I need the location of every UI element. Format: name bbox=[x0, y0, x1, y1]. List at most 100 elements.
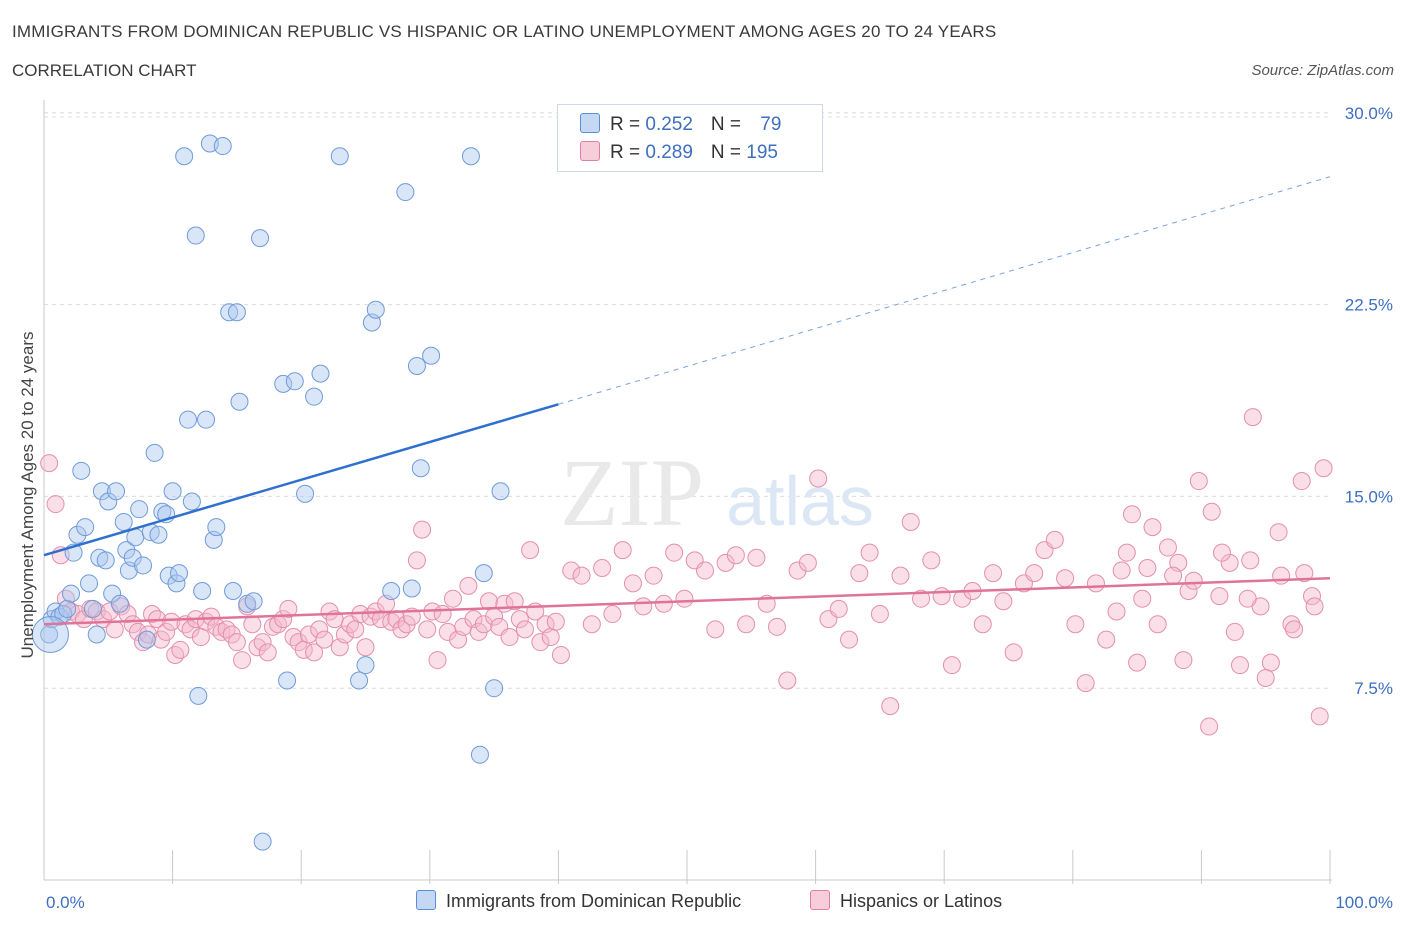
point-hispanic bbox=[171, 640, 190, 659]
point-dominican bbox=[350, 671, 369, 690]
point-hispanic bbox=[118, 605, 137, 624]
point-hispanic bbox=[891, 566, 910, 585]
point-hispanic bbox=[1045, 530, 1064, 549]
point-hispanic bbox=[1025, 564, 1044, 583]
point-hispanic bbox=[418, 620, 437, 639]
point-hispanic bbox=[521, 541, 540, 560]
legend-swatch-hispanic bbox=[580, 141, 600, 161]
point-dominican bbox=[197, 410, 216, 429]
point-hispanic bbox=[737, 615, 756, 634]
point-hispanic bbox=[798, 553, 817, 572]
point-dominican bbox=[40, 625, 59, 644]
point-hispanic bbox=[181, 620, 200, 639]
point-hispanic bbox=[515, 620, 534, 639]
point-hispanic bbox=[253, 633, 272, 652]
point-hispanic bbox=[593, 559, 612, 577]
point-dominican bbox=[134, 556, 153, 575]
trend-line-dominican bbox=[43, 403, 559, 557]
point-hispanic bbox=[1295, 564, 1314, 583]
point-hispanic bbox=[233, 651, 252, 670]
legend-row-hispanic: R = 0.289 N = 195 bbox=[580, 141, 778, 165]
point-dominican bbox=[485, 679, 504, 698]
point-hispanic bbox=[829, 599, 848, 618]
watermark-atlas: atlas bbox=[726, 462, 874, 540]
point-dominican bbox=[220, 303, 239, 322]
point-hispanic bbox=[310, 620, 329, 639]
point-hispanic bbox=[279, 599, 298, 618]
point-hispanic bbox=[1284, 620, 1303, 639]
point-hispanic bbox=[1243, 408, 1262, 427]
chart-subtitle: CORRELATION CHART bbox=[12, 61, 197, 80]
point-dominican bbox=[92, 482, 111, 501]
point-hispanic bbox=[191, 628, 210, 647]
point-hispanic bbox=[860, 543, 879, 562]
point-dominican bbox=[207, 518, 226, 537]
point-hispanic bbox=[1238, 589, 1257, 608]
tick-labels: 7.5% 15.0% 22.5% 30.0% 0.0% 100.0% bbox=[46, 104, 1393, 912]
point-dominican bbox=[80, 574, 99, 593]
watermark: ZIP atlas bbox=[560, 439, 874, 546]
axes bbox=[43, 100, 1332, 884]
bottom-legend-swatch-dominican bbox=[416, 890, 436, 910]
point-dominican bbox=[366, 300, 385, 319]
point-dominican bbox=[58, 599, 77, 618]
point-hispanic bbox=[105, 620, 124, 639]
point-dominican bbox=[224, 582, 243, 601]
point-dominican bbox=[130, 500, 149, 519]
y-axis-label: Unemployment Among Ages 20 to 24 years bbox=[18, 332, 37, 659]
point-hispanic bbox=[1107, 602, 1126, 621]
point-hispanic bbox=[973, 615, 992, 634]
point-hispanic bbox=[356, 638, 375, 657]
point-dominican bbox=[193, 582, 212, 601]
x-tick-label: 0.0% bbox=[46, 893, 85, 912]
point-hispanic bbox=[1133, 589, 1152, 608]
bottom-legend-label-hispanic: Hispanics or Latinos bbox=[840, 891, 1003, 911]
bottom-legend-hispanic: Hispanics or Latinos bbox=[810, 890, 1002, 912]
point-hispanic bbox=[212, 622, 231, 641]
point-hispanic bbox=[1117, 543, 1136, 562]
point-hispanic bbox=[1269, 523, 1288, 542]
watermark-zip: ZIP bbox=[560, 439, 704, 546]
point-hispanic bbox=[392, 620, 411, 639]
point-hispanic bbox=[1256, 668, 1275, 687]
point-hispanic bbox=[1164, 566, 1183, 585]
point-hispanic bbox=[315, 630, 334, 649]
point-hispanic bbox=[922, 551, 941, 570]
chart-title: IMMIGRANTS FROM DOMINICAN REPUBLIC VS HI… bbox=[12, 22, 997, 41]
legend-r-label: R = bbox=[610, 142, 646, 163]
point-dominican bbox=[296, 484, 315, 503]
point-hispanic bbox=[1122, 505, 1141, 524]
point-hispanic bbox=[1138, 559, 1157, 577]
point-dominican bbox=[285, 372, 304, 391]
legend-r-label: R = bbox=[610, 114, 646, 135]
point-hispanic bbox=[562, 561, 581, 580]
legend-r-value-dominican: 0.252 bbox=[645, 114, 693, 135]
point-hispanic bbox=[1112, 561, 1131, 580]
point-hispanic bbox=[1282, 615, 1301, 634]
point-hispanic bbox=[942, 656, 961, 675]
point-dominican bbox=[474, 564, 493, 583]
point-hispanic bbox=[1066, 615, 1085, 634]
legend-n-value-hispanic: 195 bbox=[746, 142, 778, 163]
point-hispanic bbox=[505, 592, 524, 611]
y-tick-label: 22.5% bbox=[1345, 296, 1393, 315]
point-dominican bbox=[149, 525, 168, 544]
point-dominican bbox=[470, 745, 489, 764]
point-dominican bbox=[278, 671, 297, 690]
point-hispanic bbox=[474, 615, 493, 634]
point-hispanic bbox=[1148, 615, 1167, 634]
x-tick-label: 100.0% bbox=[1335, 893, 1393, 912]
point-hispanic bbox=[1174, 651, 1193, 670]
legend-n-label: N = bbox=[710, 142, 747, 163]
point-dominican bbox=[137, 630, 156, 649]
point-dominican bbox=[356, 656, 375, 675]
point-dominican bbox=[145, 443, 164, 462]
point-hispanic bbox=[1143, 518, 1162, 537]
point-hispanic bbox=[443, 589, 462, 608]
point-hispanic bbox=[227, 633, 246, 652]
point-hispanic bbox=[603, 605, 622, 624]
point-hispanic bbox=[840, 630, 859, 649]
point-hispanic bbox=[654, 594, 673, 613]
point-dominican bbox=[96, 551, 115, 570]
